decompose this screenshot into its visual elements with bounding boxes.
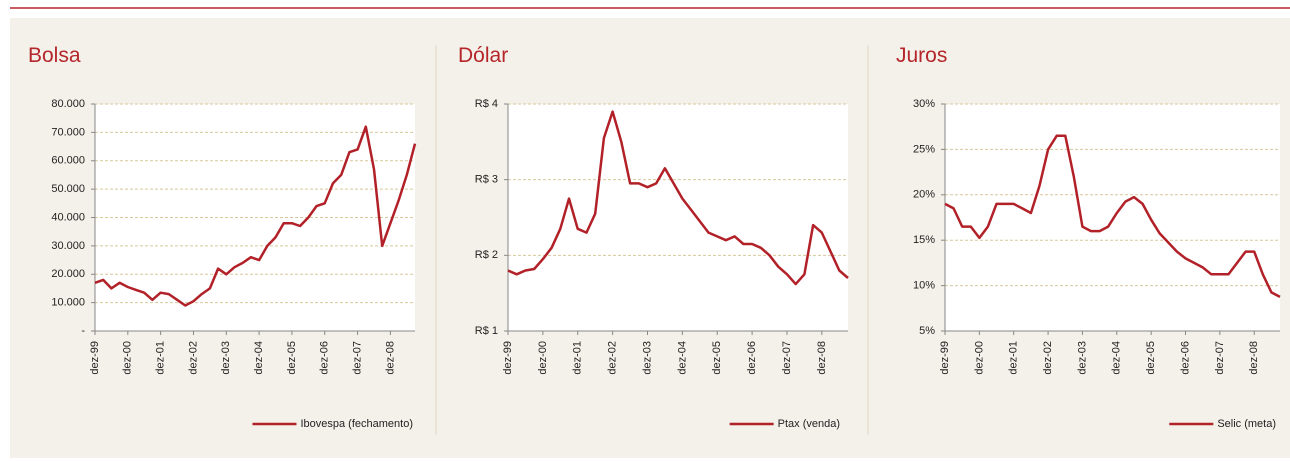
y-tick-label: R$ 4 bbox=[475, 98, 498, 110]
x-tick-label: dez-00 bbox=[537, 341, 549, 375]
x-tick-label: dez-06 bbox=[1179, 341, 1191, 375]
x-tick-label: dez-08 bbox=[1248, 341, 1260, 375]
plot-area bbox=[508, 104, 848, 331]
y-tick-label: 70.000 bbox=[51, 126, 85, 138]
x-tick-label: dez-02 bbox=[1042, 341, 1054, 375]
y-tick-label: 60.000 bbox=[51, 155, 85, 167]
y-tick-label: 50.000 bbox=[51, 183, 85, 195]
x-tick-label: dez-99 bbox=[939, 341, 951, 375]
x-tick-label: dez-04 bbox=[253, 341, 265, 375]
y-tick-label: R$ 2 bbox=[475, 249, 498, 261]
y-tick-label: 20.000 bbox=[51, 268, 85, 280]
x-tick-label: dez-08 bbox=[384, 341, 396, 375]
x-tick-label: dez-05 bbox=[286, 341, 298, 375]
y-tick-label: 80.000 bbox=[51, 98, 85, 110]
x-tick-label: dez-99 bbox=[502, 341, 514, 375]
x-tick-label: dez-05 bbox=[711, 341, 723, 375]
data-line bbox=[94, 125, 417, 307]
x-tick-label: dez-01 bbox=[155, 341, 167, 375]
x-tick-label: dez-07 bbox=[351, 341, 363, 375]
x-tick-label: dez-03 bbox=[220, 341, 232, 375]
x-tick-label: dez-00 bbox=[122, 341, 134, 375]
y-tick-label: 5% bbox=[919, 325, 935, 337]
chart-title: Dólar bbox=[458, 44, 508, 67]
data-line bbox=[507, 110, 849, 286]
x-tick-label: dez-05 bbox=[1145, 341, 1157, 375]
x-tick-label: dez-01 bbox=[1008, 341, 1020, 375]
x-tick-label: dez-99 bbox=[89, 341, 101, 375]
x-tick-label: dez-07 bbox=[1214, 341, 1226, 375]
y-tick-label: 30.000 bbox=[51, 240, 85, 252]
y-tick-label: 40.000 bbox=[51, 211, 85, 223]
y-tick-label: 30% bbox=[913, 98, 935, 110]
x-tick-label: dez-06 bbox=[319, 341, 331, 375]
y-tick-label: 20% bbox=[913, 189, 935, 201]
y-tick-label: 10% bbox=[913, 280, 935, 292]
x-tick-label: dez-06 bbox=[746, 341, 758, 375]
x-tick-label: dez-02 bbox=[187, 341, 199, 375]
x-tick-label: dez-02 bbox=[607, 341, 619, 375]
y-tick-label: - bbox=[81, 325, 85, 337]
data-line bbox=[944, 134, 1281, 299]
y-tick-label: R$ 3 bbox=[475, 174, 498, 186]
chart-title: Bolsa bbox=[28, 44, 81, 67]
x-tick-label: dez-03 bbox=[641, 341, 653, 375]
x-tick-label: dez-04 bbox=[676, 341, 688, 375]
x-tick-label: dez-03 bbox=[1076, 341, 1088, 375]
y-tick-label: 25% bbox=[913, 143, 935, 155]
x-tick-label: dez-00 bbox=[973, 341, 985, 375]
y-tick-label: 15% bbox=[913, 234, 935, 246]
legend-label: Selic (meta) bbox=[1217, 418, 1276, 430]
chart-title: Juros bbox=[896, 44, 947, 67]
legend-label: Ibovespa (fechamento) bbox=[300, 418, 413, 430]
x-tick-label: dez-08 bbox=[816, 341, 828, 375]
x-tick-label: dez-07 bbox=[781, 341, 793, 375]
x-tick-label: dez-04 bbox=[1111, 341, 1123, 375]
y-tick-label: R$ 1 bbox=[475, 325, 498, 337]
y-tick-label: 10.000 bbox=[51, 297, 85, 309]
x-tick-label: dez-01 bbox=[572, 341, 584, 375]
legend-label: Ptax (venda) bbox=[778, 418, 840, 430]
